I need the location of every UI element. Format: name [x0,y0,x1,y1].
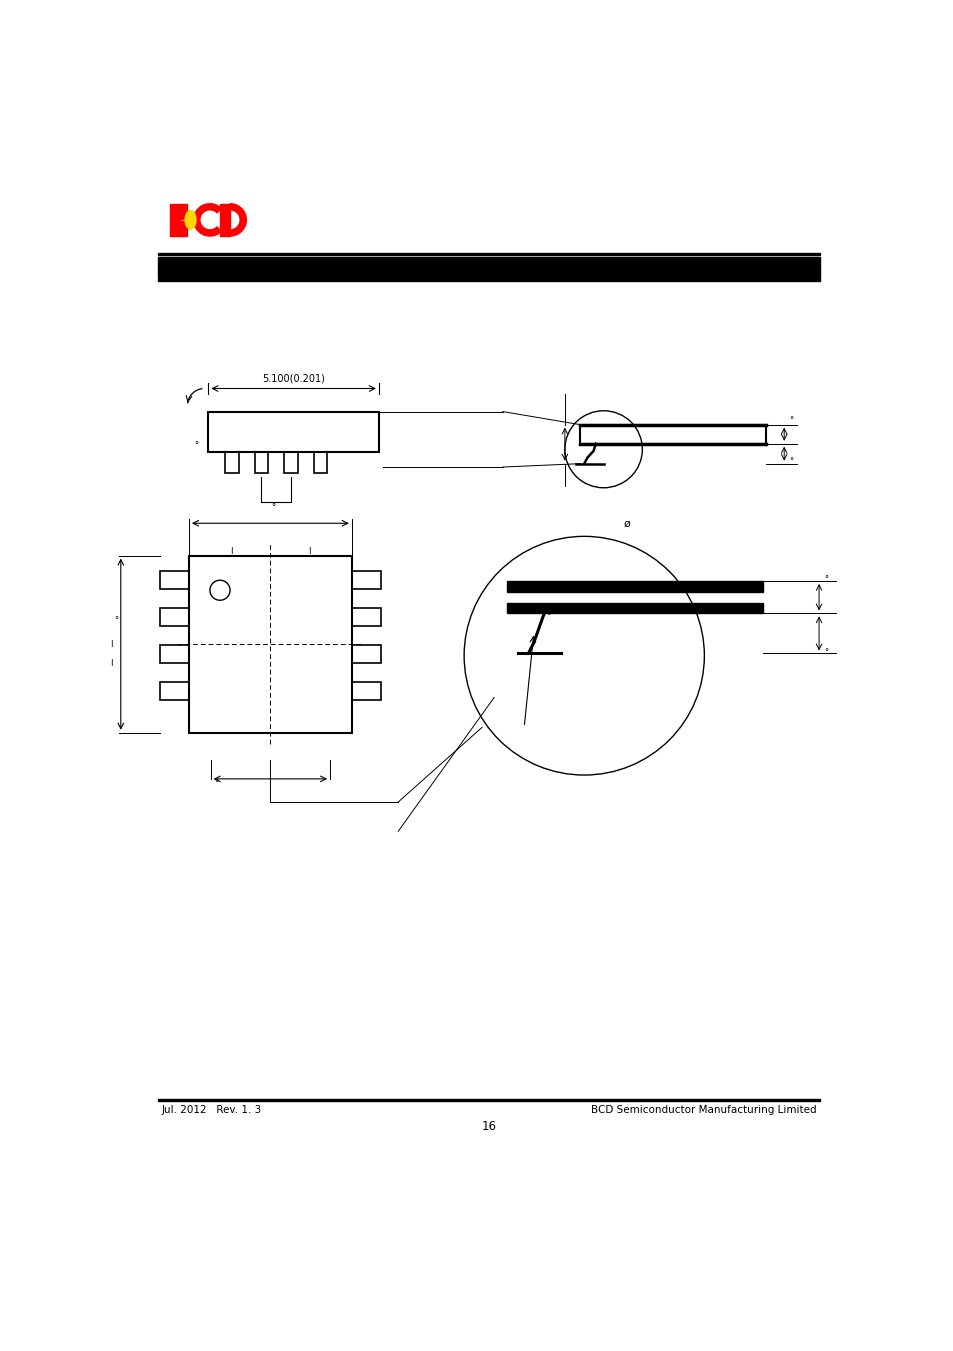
Polygon shape [193,204,221,236]
Bar [225,451,238,473]
Bar [158,254,819,255]
Text: °: ° [788,416,792,426]
Text: BCD Semiconductor Manufacturing Limited: BCD Semiconductor Manufacturing Limited [591,1105,816,1115]
Text: I: I [111,639,112,648]
Text: I: I [308,547,310,557]
Bar [506,581,761,592]
Text: °: ° [194,442,198,451]
Bar [159,682,189,700]
Bar [159,644,189,663]
Ellipse shape [185,211,195,230]
Bar [352,644,381,663]
Bar [159,608,189,627]
Bar [352,682,381,700]
Bar [506,603,761,613]
Bar [158,257,819,278]
Text: ø: ø [623,519,630,530]
Bar [314,451,327,473]
Bar [220,204,230,236]
Text: °: ° [823,576,828,585]
Text: 16: 16 [481,1120,496,1133]
Text: °: ° [271,503,274,512]
Text: °: ° [823,648,828,657]
Text: I: I [230,547,233,557]
Text: °: ° [214,778,218,788]
Bar [284,451,297,473]
Bar [179,220,187,236]
Text: I: I [111,659,112,667]
Bar [158,1100,819,1101]
Bar [208,412,378,451]
Text: Jul. 2012   Rev. 1. 3: Jul. 2012 Rev. 1. 3 [162,1105,262,1115]
Text: 5.100(0.201): 5.100(0.201) [262,373,325,384]
Polygon shape [230,204,246,236]
Bar [170,204,179,236]
Text: °: ° [788,458,792,466]
Bar [352,571,381,589]
Bar [159,571,189,589]
Bar [179,204,187,219]
Bar [158,278,819,281]
Bar [189,555,352,732]
Bar [579,424,765,443]
Bar [352,608,381,627]
Text: °: ° [114,616,118,626]
Bar [254,451,268,473]
